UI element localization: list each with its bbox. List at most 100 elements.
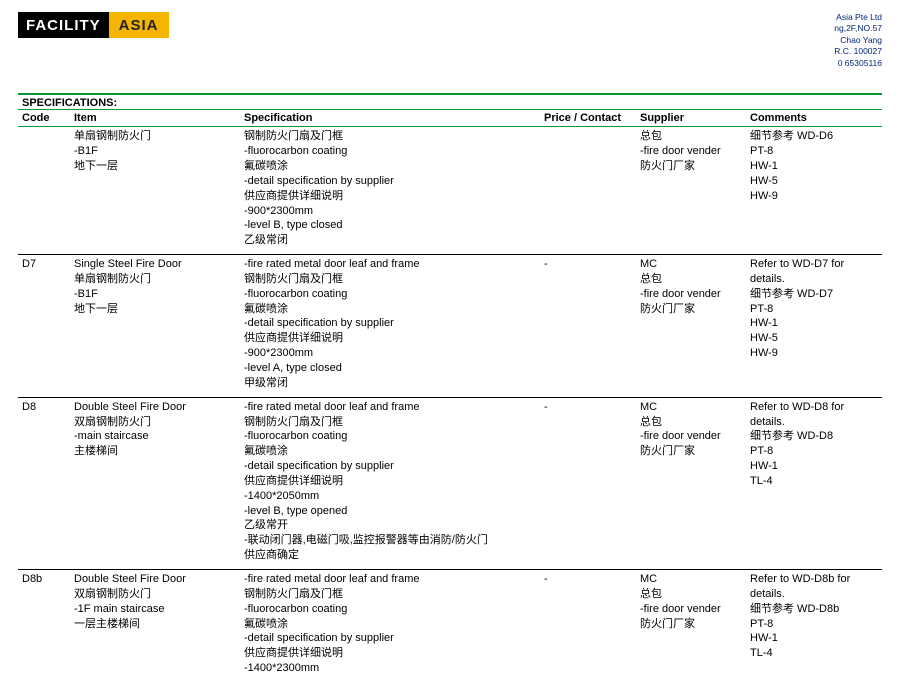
text-line: 钢制防火门扇及门框 [244,587,536,602]
text-line: 双扇钢制防火门 [74,415,236,430]
text-line: -detail specification by supplier [244,459,536,474]
text-line: Refer to WD-D8b for details. [750,572,878,602]
company-line: Chao Yang [834,35,882,46]
text-line: Double Steel Fire Door [74,572,236,587]
page-header: FACILITY ASIA Asia Pte Ltdng,2F,NO.57Cha… [18,12,882,69]
logo-right: ASIA [109,12,169,38]
text-line: 防火门厂家 [640,159,742,174]
cell-spec: -fire rated metal door leaf and frame钢制防… [240,397,540,569]
cell-comments: Refer to WD-D7 for details.细节参考 WD-D7PT-… [746,255,882,398]
company-line: R.C. 100027 [834,46,882,57]
text-line: TL-4 [750,474,878,489]
text-line: HW-1 [750,459,878,474]
table-header-row: Code Item Specification Price / Contact … [18,110,882,127]
cell-code: D7 [18,255,70,398]
cell-supplier: MC总包-fire door vender防火门厂家 [636,255,746,398]
cell-spec: -fire rated metal door leaf and frame钢制防… [240,255,540,398]
cell-spec: -fire rated metal door leaf and frame钢制防… [240,569,540,681]
text-line: MC [640,572,742,587]
text-line: -B1F [74,287,236,302]
text-line: 总包 [640,415,742,430]
text-line: -900*2300mm [244,204,536,219]
cell-item: Single Steel Fire Door单扇钢制防火门-B1F地下一层 [70,255,240,398]
col-supplier: Supplier [636,110,746,127]
text-line: 双扇钢制防火门 [74,587,236,602]
text-line: PT-8 [750,144,878,159]
company-line: ng,2F,NO.57 [834,23,882,34]
logo: FACILITY ASIA [18,12,169,38]
col-comments: Comments [746,110,882,127]
text-line: -fluorocarbon coating [244,602,536,617]
text-line: -level B, type closed [244,218,536,233]
text-line: 细节参考 WD-D7 [750,287,878,302]
section-title: SPECIFICATIONS: [18,93,882,109]
text-line: 一层主楼梯间 [74,617,236,632]
text-line: 钢制防火门扇及门框 [244,129,536,144]
text-line: -detail specification by supplier [244,174,536,189]
text-line: PT-8 [750,444,878,459]
cell-comments: 细节参考 WD-D6PT-8HW-1HW-5HW-9 [746,127,882,255]
company-line: Asia Pte Ltd [834,12,882,23]
text-line: -fire door vender [640,144,742,159]
text-line: -level A, type closed [244,361,536,376]
cell-supplier: MC总包-fire door vender防火门厂家 [636,569,746,681]
cell-supplier: 总包-fire door vender防火门厂家 [636,127,746,255]
text-line: HW-9 [750,189,878,204]
col-item: Item [70,110,240,127]
text-line: -fluorocarbon coating [244,287,536,302]
text-line: -level B, type opened [244,504,536,519]
text-line: -1400*2300mm [244,661,536,676]
text-line: 氟碳喷涂 [244,444,536,459]
text-line: -联动闭门器,电磁门吸,监控报警器等由消防/防火门 [244,533,536,548]
cell-price: - [540,569,636,681]
text-line: - [544,572,632,587]
text-line: -900*2300mm [244,346,536,361]
cell-item: Double Steel Fire Door双扇钢制防火门-1F main st… [70,569,240,681]
cell-price [540,127,636,255]
cell-comments: Refer to WD-D8 for details.细节参考 WD-D8PT-… [746,397,882,569]
text-line: HW-1 [750,316,878,331]
text-line: -main staircase [74,429,236,444]
text-line: - [544,400,632,415]
cell-code: D8b [18,569,70,681]
text-line: TL-4 [750,646,878,661]
text-line: Refer to WD-D8 for details. [750,400,878,430]
col-price: Price / Contact [540,110,636,127]
text-line: 防火门厂家 [640,444,742,459]
table-row: D8bDouble Steel Fire Door双扇钢制防火门-1F main… [18,569,882,681]
text-line: 氟碳喷涂 [244,159,536,174]
company-line: 0 65305116 [834,58,882,69]
text-line: 细节参考 WD-D8b [750,602,878,617]
text-line: PT-8 [750,302,878,317]
text-line: 主楼梯间 [74,444,236,459]
text-line: Double Steel Fire Door [74,400,236,415]
cell-code: D8 [18,397,70,569]
text-line: 细节参考 WD-D6 [750,129,878,144]
text-line: 供应商提供详细说明 [244,189,536,204]
text-line: 细节参考 WD-D8 [750,429,878,444]
text-line: 供应商提供详细说明 [244,646,536,661]
text-line: 供应商提供详细说明 [244,474,536,489]
text-line: 乙级常开 [244,518,536,533]
text-line: -fire door vender [640,287,742,302]
text-line: 供应商确定 [244,548,536,563]
text-line: HW-1 [750,159,878,174]
text-line: 乙级常闭 [244,233,536,248]
text-line: 单扇钢制防火门 [74,272,236,287]
cell-comments: Refer to WD-D8b for details.细节参考 WD-D8bP… [746,569,882,681]
cell-price: - [540,255,636,398]
cell-spec: 钢制防火门扇及门框-fluorocarbon coating氟碳喷涂-detai… [240,127,540,255]
cell-item: 单扇钢制防火门-B1F地下一层 [70,127,240,255]
text-line: 地下一层 [74,302,236,317]
text-line: 总包 [640,129,742,144]
text-line: -1F main staircase [74,602,236,617]
text-line: 钢制防火门扇及门框 [244,415,536,430]
text-line: -fluorocarbon coating [244,429,536,444]
text-line: -detail specification by supplier [244,631,536,646]
table-row: D7Single Steel Fire Door单扇钢制防火门-B1F地下一层-… [18,255,882,398]
col-code: Code [18,110,70,127]
text-line: 甲级常闭 [244,376,536,391]
text-line: 氟碳喷涂 [244,617,536,632]
text-line: HW-1 [750,631,878,646]
text-line: MC [640,257,742,272]
